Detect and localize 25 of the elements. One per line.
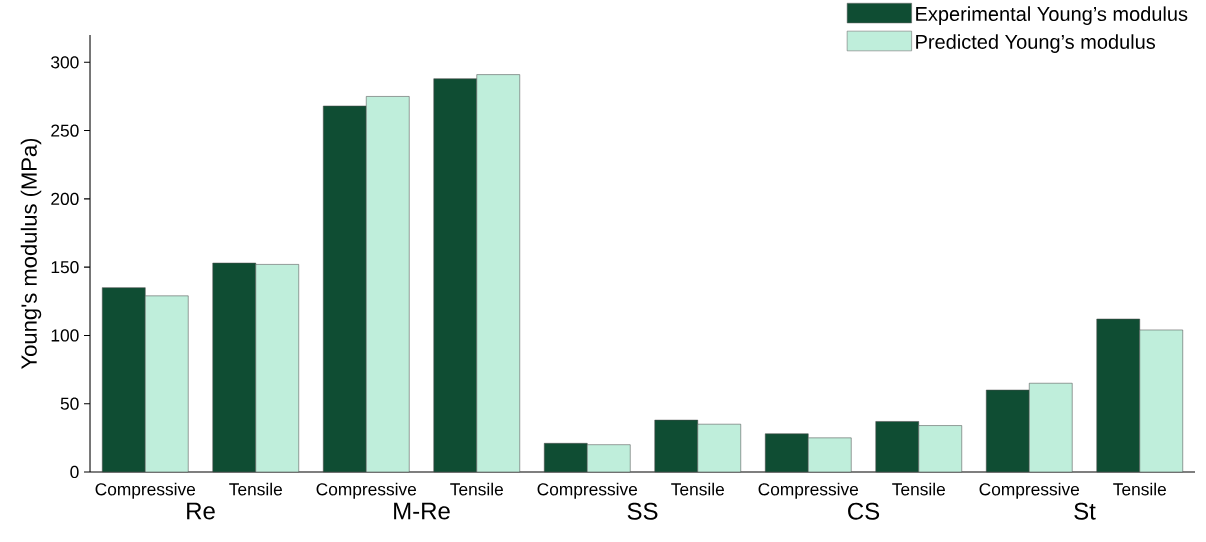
x-tick-label: Compressive (95, 482, 196, 499)
x-tick-label: Tensile (450, 482, 503, 496)
text: Re (187, 502, 215, 520)
y-tick-label: 200 (51, 192, 79, 205)
text: M-Re (394, 502, 450, 520)
y-tick-label: 150 (51, 261, 79, 274)
text: St (1074, 502, 1096, 520)
x-tick-label: Tensile (1113, 482, 1166, 496)
y-axis-title: Young's modulus (MPa) (20, 138, 42, 370)
x-tick-label: Compressive (316, 482, 417, 499)
y-tick-label: 0 (70, 465, 79, 479)
x-tick-label: Compressive (758, 482, 859, 499)
y-tick-label: 100 (51, 329, 79, 342)
text: SS (627, 502, 658, 520)
y-tick-label: 50 (60, 397, 79, 410)
legend-label: Experimental Young’s modulus (916, 6, 1188, 25)
x-tick-label: Compressive (979, 482, 1080, 499)
x-tick-label: Tensile (892, 482, 945, 496)
x-tick-label: Tensile (671, 482, 724, 496)
y-tick-label: 250 (51, 124, 79, 137)
text: CS (848, 502, 880, 520)
y-tick-label: 300 (51, 56, 79, 69)
x-tick-label: Compressive (537, 482, 638, 499)
legend-label: Predicted Young’s modulus (916, 34, 1156, 53)
x-tick-label: Tensile (229, 482, 282, 496)
